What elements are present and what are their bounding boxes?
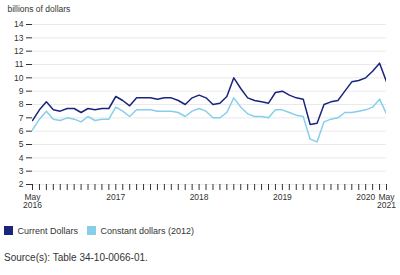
svg-text:May2016: May2016 bbox=[23, 192, 42, 211]
svg-text:2020: 2020 bbox=[356, 192, 375, 202]
svg-text:billions of dollars: billions of dollars bbox=[8, 4, 71, 14]
svg-text:3: 3 bbox=[19, 166, 24, 176]
html-text:Constant dollars (2012): Constant dollars (2012) bbox=[100, 225, 195, 236]
svg-text:12: 12 bbox=[14, 46, 24, 56]
svg-text:6: 6 bbox=[19, 126, 24, 136]
svg-text:13: 13 bbox=[14, 33, 24, 43]
svg-text:14: 14 bbox=[14, 19, 24, 29]
svg-text:2018: 2018 bbox=[190, 192, 209, 202]
svg-text:4: 4 bbox=[19, 153, 24, 163]
svg-text:10: 10 bbox=[14, 73, 24, 83]
svg-text:2: 2 bbox=[19, 179, 24, 189]
svg-text:8: 8 bbox=[19, 99, 24, 109]
html-text:Current Dollars: Current Dollars bbox=[17, 225, 78, 236]
svg-text:11: 11 bbox=[15, 59, 24, 69]
svg-text:9: 9 bbox=[19, 86, 24, 96]
svg-text:2017: 2017 bbox=[106, 192, 125, 202]
svg-text:2019: 2019 bbox=[273, 192, 292, 202]
html-text:Source(s): Table 34-10-0066-01: Source(s): Table 34-10-0066-01. bbox=[4, 251, 148, 263]
svg-text:5: 5 bbox=[19, 139, 24, 149]
svg-text:May2021: May2021 bbox=[377, 192, 396, 211]
svg-text:7: 7 bbox=[19, 113, 24, 123]
